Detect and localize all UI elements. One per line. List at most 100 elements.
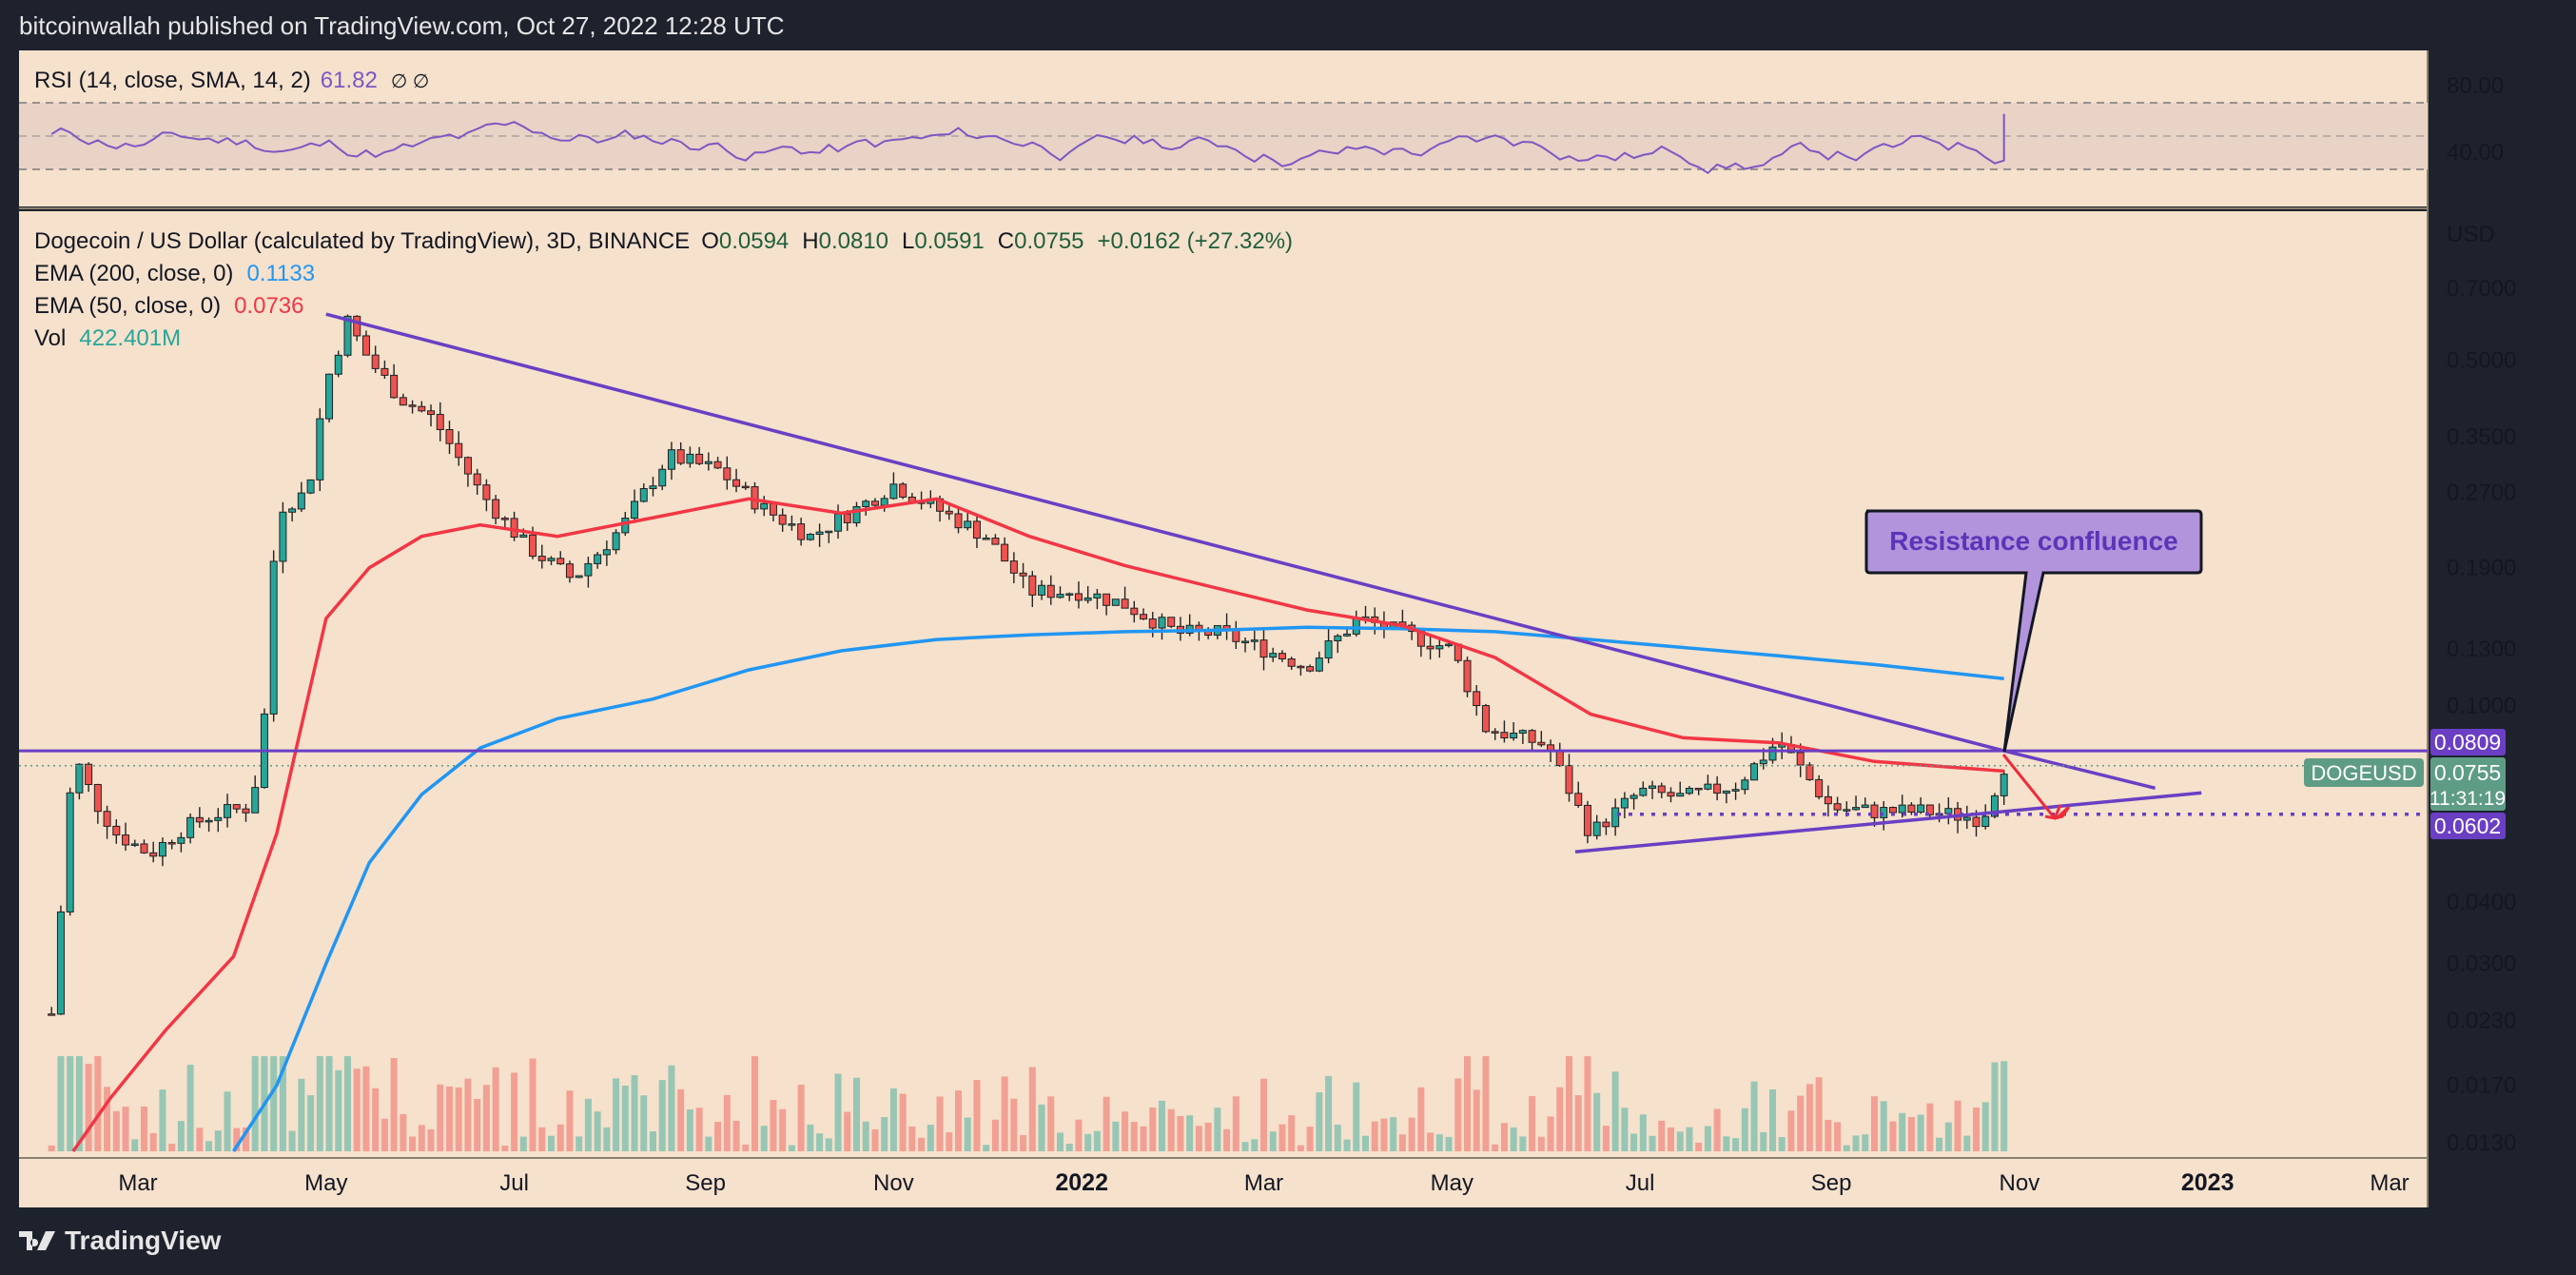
ema50-line — [71, 497, 2004, 1153]
volume-bar — [556, 1124, 564, 1151]
price-tick-9: 0.0230 — [2447, 1009, 2516, 1034]
volume-bar — [927, 1125, 934, 1151]
candle-body — [621, 518, 630, 534]
candle-body — [1297, 665, 1305, 669]
candle-body — [408, 404, 417, 407]
price-tick-3: 0.2700 — [2447, 481, 2516, 506]
change-value: +0.0162 (+27.32%) — [1098, 228, 1294, 254]
ticker-label: DOGEUSD — [2311, 761, 2416, 785]
volume-bar — [751, 1056, 758, 1151]
candle-body — [1962, 816, 1971, 821]
volume-bar — [362, 1066, 370, 1151]
currency-label: USD — [2447, 222, 2495, 247]
candle-body — [427, 410, 436, 416]
volume-bar — [1140, 1126, 1147, 1151]
candle-body — [778, 514, 787, 525]
candle-body — [686, 453, 694, 464]
candle-body — [537, 556, 546, 561]
last-price-label: 0.0755 — [2434, 760, 2501, 785]
candle-body — [269, 560, 278, 715]
volume-bar — [400, 1113, 407, 1151]
candle-body — [186, 816, 195, 838]
candle-body — [361, 335, 370, 356]
candle-body — [224, 804, 232, 818]
volume-bar — [1805, 1084, 1813, 1151]
candle-body — [760, 502, 769, 510]
candle-body — [334, 354, 342, 375]
volume-bar — [899, 1093, 907, 1151]
volume-bar — [1889, 1121, 1897, 1151]
candle-body — [1074, 593, 1083, 601]
candle-body — [177, 836, 185, 844]
volume-bar — [1075, 1119, 1083, 1151]
volume-bar — [1825, 1119, 1832, 1151]
candle-body — [1898, 804, 1906, 814]
candle-body — [1824, 795, 1832, 805]
support-price-label: 0.0602 — [2434, 814, 2501, 838]
candle-body — [991, 538, 1000, 545]
volume-bar — [538, 1127, 546, 1151]
volume-bar — [1038, 1104, 1045, 1151]
candle-body — [1555, 751, 1564, 767]
close-label: C — [998, 228, 1014, 254]
candle-body — [214, 816, 223, 821]
volume-bar — [372, 1088, 380, 1151]
candle-body — [658, 468, 667, 487]
candle-body — [445, 429, 454, 444]
volume-bar — [825, 1138, 832, 1151]
candle-body — [565, 563, 574, 579]
volume-bar — [1380, 1118, 1388, 1151]
candle-body — [1491, 731, 1499, 734]
candle-body — [547, 558, 556, 561]
volume-bar — [1732, 1138, 1740, 1151]
price-tick-8: 0.0300 — [2447, 951, 2516, 977]
volume-bar — [705, 1136, 712, 1151]
time-tick-6: Mar — [1244, 1170, 1283, 1196]
volume-bar — [1473, 1089, 1480, 1151]
volume-bar — [1750, 1081, 1758, 1151]
time-tick-4: Nov — [873, 1170, 914, 1196]
rsi-line — [50, 113, 2005, 175]
candle-body — [1500, 732, 1509, 739]
candle-body — [463, 457, 472, 475]
volume-bar — [1167, 1108, 1175, 1151]
volume-bar — [1241, 1142, 1249, 1151]
candle-body — [1657, 785, 1666, 794]
volume-bar — [529, 1058, 537, 1151]
volume-bar — [584, 1098, 592, 1151]
volume-bar — [445, 1086, 453, 1151]
candle-body — [1620, 797, 1629, 809]
volume-bar — [1214, 1108, 1221, 1151]
volume-bar — [1232, 1096, 1239, 1151]
volume-bar — [603, 1127, 611, 1151]
candle-body — [945, 510, 953, 515]
volume-bar — [613, 1078, 620, 1151]
candle-body — [1009, 560, 1018, 574]
volume-bar — [1427, 1132, 1434, 1151]
candle-body — [325, 373, 334, 420]
candle-body — [195, 816, 204, 823]
candle-body — [788, 523, 796, 526]
volume-bar — [1371, 1121, 1378, 1151]
volume-bar — [381, 1118, 388, 1151]
volume-bar — [112, 1110, 120, 1151]
volume-bar — [1676, 1131, 1684, 1151]
candle-body — [85, 763, 93, 785]
candle-body — [112, 825, 121, 836]
volume-bar — [214, 1130, 222, 1151]
candle-body — [631, 500, 639, 520]
tradingview-brand[interactable]: TradingView — [19, 1226, 221, 1256]
tradingview-logo-icon — [19, 1231, 55, 1250]
candle-body — [1278, 653, 1286, 660]
volume-bar — [1103, 1096, 1110, 1151]
candle-body — [667, 449, 675, 470]
candle-body — [1019, 572, 1027, 577]
volume-bar — [852, 1077, 860, 1151]
volume-bar — [1093, 1130, 1101, 1151]
volume-bar — [168, 1144, 176, 1151]
candle-body — [639, 488, 648, 502]
volume-bar — [1500, 1123, 1508, 1151]
time-tick-5: 2022 — [1055, 1169, 1108, 1196]
candle-body — [1001, 543, 1009, 562]
candle-body — [1796, 752, 1805, 766]
